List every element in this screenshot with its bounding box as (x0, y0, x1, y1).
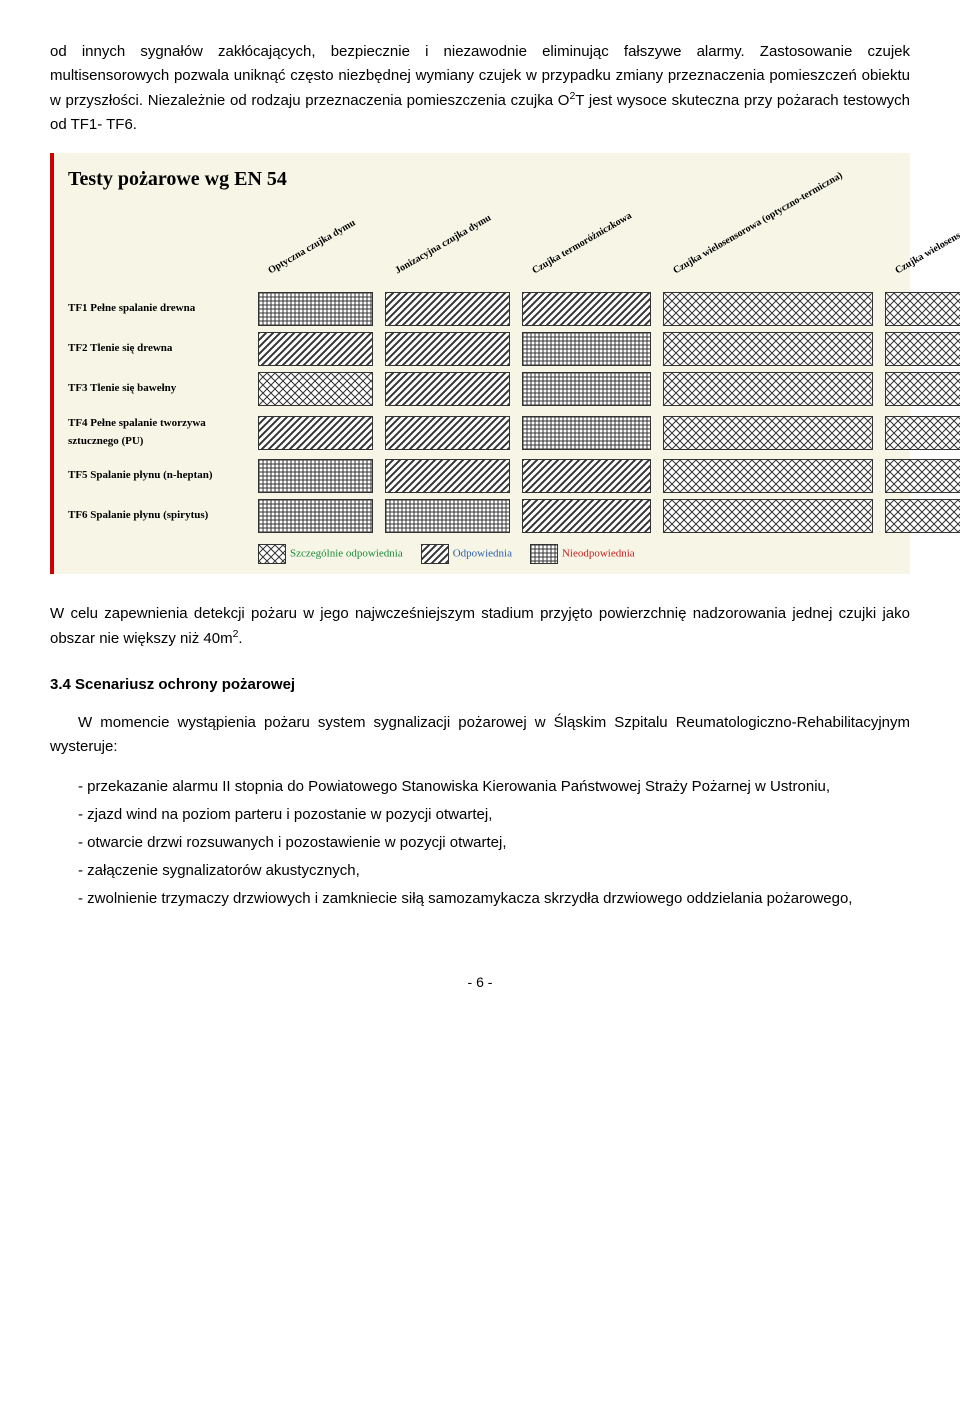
table-cell (385, 459, 510, 493)
table-cell (522, 332, 651, 366)
legend-swatch-c (530, 544, 558, 564)
legend-label-a: Szczególnie odpowiednia (290, 548, 403, 560)
table-cell (885, 332, 960, 366)
bullet-list: - przekazanie alarmu II stopnia do Powia… (78, 775, 910, 911)
row-label: TF6 Spalanie płynu (spirytus) (68, 501, 248, 531)
row-label: TF5 Spalanie płynu (n-heptan) (68, 461, 248, 491)
list-item: - załączenie sygnalizatorów akustycznych… (78, 859, 910, 883)
p2-text-b: . (238, 630, 242, 647)
table-cell (258, 292, 373, 326)
list-item: - zjazd wind na poziom parteru i pozosta… (78, 803, 910, 827)
table-cell (663, 332, 873, 366)
column-header: Czujka wielosensorowa (optyczno-termiczn… (661, 199, 875, 289)
table-cell (885, 459, 960, 493)
table-cell (385, 332, 510, 366)
table-cell (258, 459, 373, 493)
legend-swatch-b (421, 544, 449, 564)
table-cell (663, 416, 873, 450)
table-cell (663, 499, 873, 533)
table-cell (258, 332, 373, 366)
row-label: TF1 Pełne spalanie drewna (68, 294, 248, 324)
page-number: - 6 - (50, 971, 910, 993)
table-cell (258, 372, 373, 406)
table-cell (385, 499, 510, 533)
column-header: Czujka termoróżniczkowa (520, 199, 653, 289)
column-header: Optyczna czujka dymu (256, 199, 375, 289)
table-cell (522, 416, 651, 450)
list-item: - otwarcie drzwi rozsuwanych i pozostawi… (78, 831, 910, 855)
row-label: TF3 Tlenie się bawełny (68, 374, 248, 404)
table-cell (385, 292, 510, 326)
paragraph-1: od innych sygnałów zakłócających, bezpie… (50, 40, 910, 137)
paragraph-3: W momencie wystąpienia pożaru system syg… (50, 711, 910, 759)
section-heading: 3.4 Scenariusz ochrony pożarowej (50, 673, 910, 697)
legend-label-b: Odpowiednia (453, 548, 512, 560)
column-header: Jonizacyjna czujka dymu (383, 199, 512, 289)
table-cell (522, 499, 651, 533)
column-header: Czujka wielosensorowa (optyczno-termiczn… (883, 199, 960, 289)
paragraph-2: W celu zapewnienia detekcji pożaru w jeg… (50, 602, 910, 651)
table-legend: Szczególnie odpowiednia Odpowiednia Nieo… (68, 544, 900, 564)
table-cell (663, 459, 873, 493)
table-cell (522, 459, 651, 493)
list-item: - zwolnienie trzymaczy drzwiowych i zamk… (78, 887, 910, 911)
table-title: Testy pożarowe wg EN 54 (68, 163, 900, 195)
table-cell (522, 292, 651, 326)
table-cell (258, 499, 373, 533)
table-cell (885, 499, 960, 533)
p2-text-a: W celu zapewnienia detekcji pożaru w jeg… (50, 605, 910, 647)
legend-label-c: Nieodpowiednia (562, 548, 635, 560)
table-cell (663, 292, 873, 326)
table-cell (885, 416, 960, 450)
list-item: - przekazanie alarmu II stopnia do Powia… (78, 775, 910, 799)
table-cell (258, 416, 373, 450)
fire-test-table: Testy pożarowe wg EN 54 Optyczna czujka … (50, 153, 910, 574)
table-cell (663, 372, 873, 406)
legend-swatch-a (258, 544, 286, 564)
row-label: TF2 Tlenie się drewna (68, 334, 248, 364)
table-cell (522, 372, 651, 406)
table-cell (885, 292, 960, 326)
table-cell (385, 372, 510, 406)
table-cell (885, 372, 960, 406)
row-label: TF4 Pełne spalanie tworzywa sztucznego (… (68, 409, 248, 456)
table-cell (385, 416, 510, 450)
